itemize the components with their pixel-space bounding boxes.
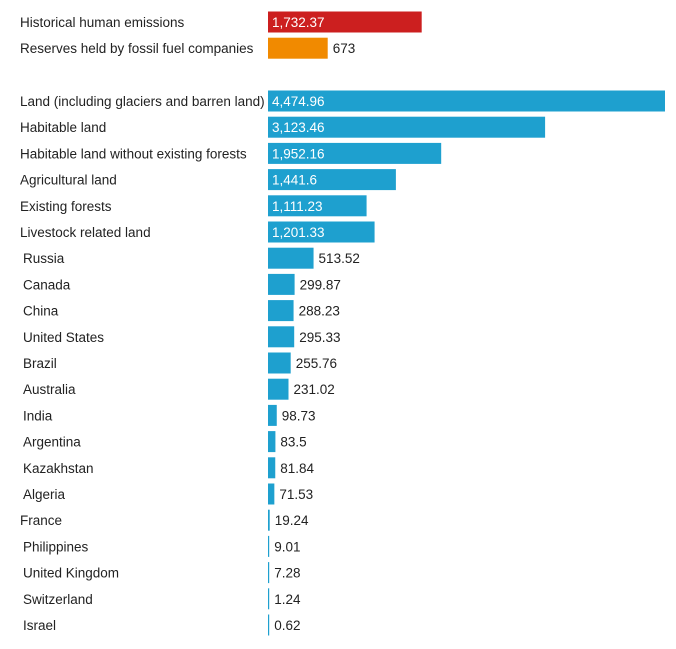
bar: [268, 37, 328, 59]
value-label: 513.52: [319, 251, 360, 266]
value-label: 81.84: [280, 461, 314, 476]
bar: [268, 300, 294, 322]
category-label: Habitable land: [20, 120, 106, 135]
category-label: Canada: [23, 277, 71, 292]
bar: [268, 221, 375, 243]
category-label: Livestock related land: [20, 225, 151, 240]
category-label: Agricultural land: [20, 173, 117, 188]
value-label: 7.28: [274, 566, 300, 581]
category-label: Land (including glaciers and barren land…: [20, 94, 265, 109]
value-label: 255.76: [296, 356, 337, 371]
category-label: Switzerland: [23, 592, 93, 607]
value-label: 1,201.33: [272, 225, 325, 240]
bar: [268, 90, 665, 112]
category-label: Algeria: [23, 487, 66, 502]
bar: [268, 535, 270, 557]
bar: [268, 431, 276, 453]
bar: [268, 352, 291, 374]
value-label: 1.24: [274, 592, 301, 607]
category-label: Reserves held by fossil fuel companies: [20, 41, 254, 56]
category-label: China: [23, 304, 59, 319]
value-label: 9.01: [274, 539, 300, 554]
value-label: 83.5: [280, 435, 306, 450]
bar: [268, 614, 270, 636]
value-label: 98.73: [282, 408, 316, 423]
value-label: 231.02: [293, 382, 334, 397]
category-label: Australia: [23, 382, 76, 397]
value-label: 0.62: [274, 618, 300, 633]
category-label: Existing forests: [20, 199, 112, 214]
value-label: 295.33: [299, 330, 340, 345]
category-label: United States: [23, 330, 104, 345]
category-label: Russia: [23, 251, 65, 266]
category-label: India: [23, 408, 53, 423]
bar: [268, 169, 396, 191]
category-label: Habitable land without existing forests: [20, 146, 247, 161]
value-label: 71.53: [279, 487, 313, 502]
value-label: 1,952.16: [272, 146, 325, 161]
value-label: 673: [333, 41, 356, 56]
bar: [268, 116, 546, 138]
value-label: 1,732.37: [272, 15, 325, 30]
bar: [268, 326, 295, 348]
value-label: 299.87: [300, 277, 341, 292]
category-label: Historical human emissions: [20, 15, 185, 30]
bar: [268, 11, 422, 33]
category-label: Brazil: [23, 356, 57, 371]
bar: [268, 588, 270, 610]
category-label: Israel: [23, 618, 56, 633]
bar: [268, 142, 442, 164]
value-label: 1,441.6: [272, 173, 317, 188]
value-label: 288.23: [299, 304, 340, 319]
bar: [268, 247, 314, 269]
value-label: 4,474.96: [272, 94, 325, 109]
category-label: Argentina: [23, 435, 81, 450]
value-label: 19.24: [275, 513, 309, 528]
bar: [268, 404, 277, 426]
bar: [268, 273, 295, 295]
category-label: France: [20, 513, 62, 528]
bar: [268, 562, 270, 584]
bar: [268, 378, 289, 400]
bar: [268, 509, 270, 531]
value-label: 3,123.46: [272, 120, 325, 135]
category-label: Philippines: [23, 539, 89, 554]
category-label: Kazakhstan: [23, 461, 94, 476]
bar: [268, 195, 367, 217]
bar: [268, 457, 276, 479]
category-label: United Kingdom: [23, 566, 119, 581]
value-label: 1,111.23: [272, 199, 323, 214]
bar: [268, 483, 275, 505]
